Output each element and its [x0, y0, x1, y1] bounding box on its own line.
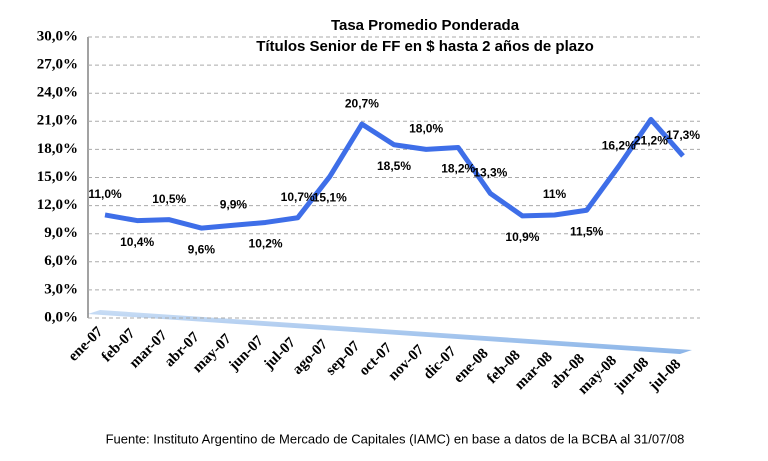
- y-tick-label: 21,0%: [37, 113, 78, 129]
- y-tick-label: 15,0%: [37, 169, 78, 185]
- value-label: 17,3%: [666, 128, 700, 142]
- value-label: 10,2%: [249, 237, 283, 251]
- x-tick-label: ene-07: [65, 324, 106, 365]
- y-tick-label: 24,0%: [37, 85, 78, 101]
- source: Fuente: Instituto Argentino de Mercado d…: [106, 431, 685, 446]
- x-tick-label: ago-07: [290, 336, 332, 378]
- value-label: 10,7%: [281, 190, 315, 204]
- y-tick-label: 18,0%: [37, 141, 78, 157]
- value-label: 13,3%: [473, 166, 507, 180]
- x-tick-label: jun-07: [225, 333, 267, 375]
- value-label: 18,5%: [377, 159, 411, 173]
- chart-title: Tasa Promedio Ponderada: [331, 17, 520, 34]
- value-label: 11,0%: [88, 187, 122, 201]
- y-tick-label: 12,0%: [37, 197, 78, 213]
- value-label: 10,4%: [120, 235, 154, 249]
- x-tick-label: jul-08: [646, 356, 685, 395]
- x-tick-label: sep-07: [323, 338, 364, 379]
- value-label: 10,5%: [152, 192, 186, 206]
- y-tick-label: 27,0%: [37, 57, 78, 73]
- chart-subtitle: Títulos Senior de FF en $ hasta 2 años d…: [256, 38, 594, 55]
- line: [104, 116, 685, 231]
- y-tick-label: 6,0%: [44, 253, 78, 269]
- x-tick-label: nov-07: [385, 342, 427, 384]
- y-tick-label: 9,0%: [44, 225, 78, 241]
- value-label: 16,2%: [602, 138, 636, 152]
- floor: [88, 310, 692, 354]
- y-tick-label: 3,0%: [44, 281, 78, 297]
- x-tick-label: ene-08: [451, 346, 492, 387]
- value-label: 21,2%: [634, 134, 668, 148]
- value-label: 20,7%: [345, 96, 379, 110]
- value-label: 11%: [543, 187, 567, 201]
- x-tick-label: jun-08: [611, 355, 652, 396]
- value-label: 10,9%: [505, 230, 539, 244]
- value-label: 9,9%: [220, 197, 248, 211]
- y-tick-label: 0,0%: [44, 309, 78, 325]
- y-tick-label: 30,0%: [37, 28, 78, 44]
- value-label: 11,5%: [570, 224, 604, 238]
- value-label: 15,1%: [313, 191, 347, 205]
- value-label: 9,6%: [188, 242, 216, 256]
- value-label: 18,2%: [441, 162, 475, 176]
- value-label: 18,0%: [409, 122, 443, 136]
